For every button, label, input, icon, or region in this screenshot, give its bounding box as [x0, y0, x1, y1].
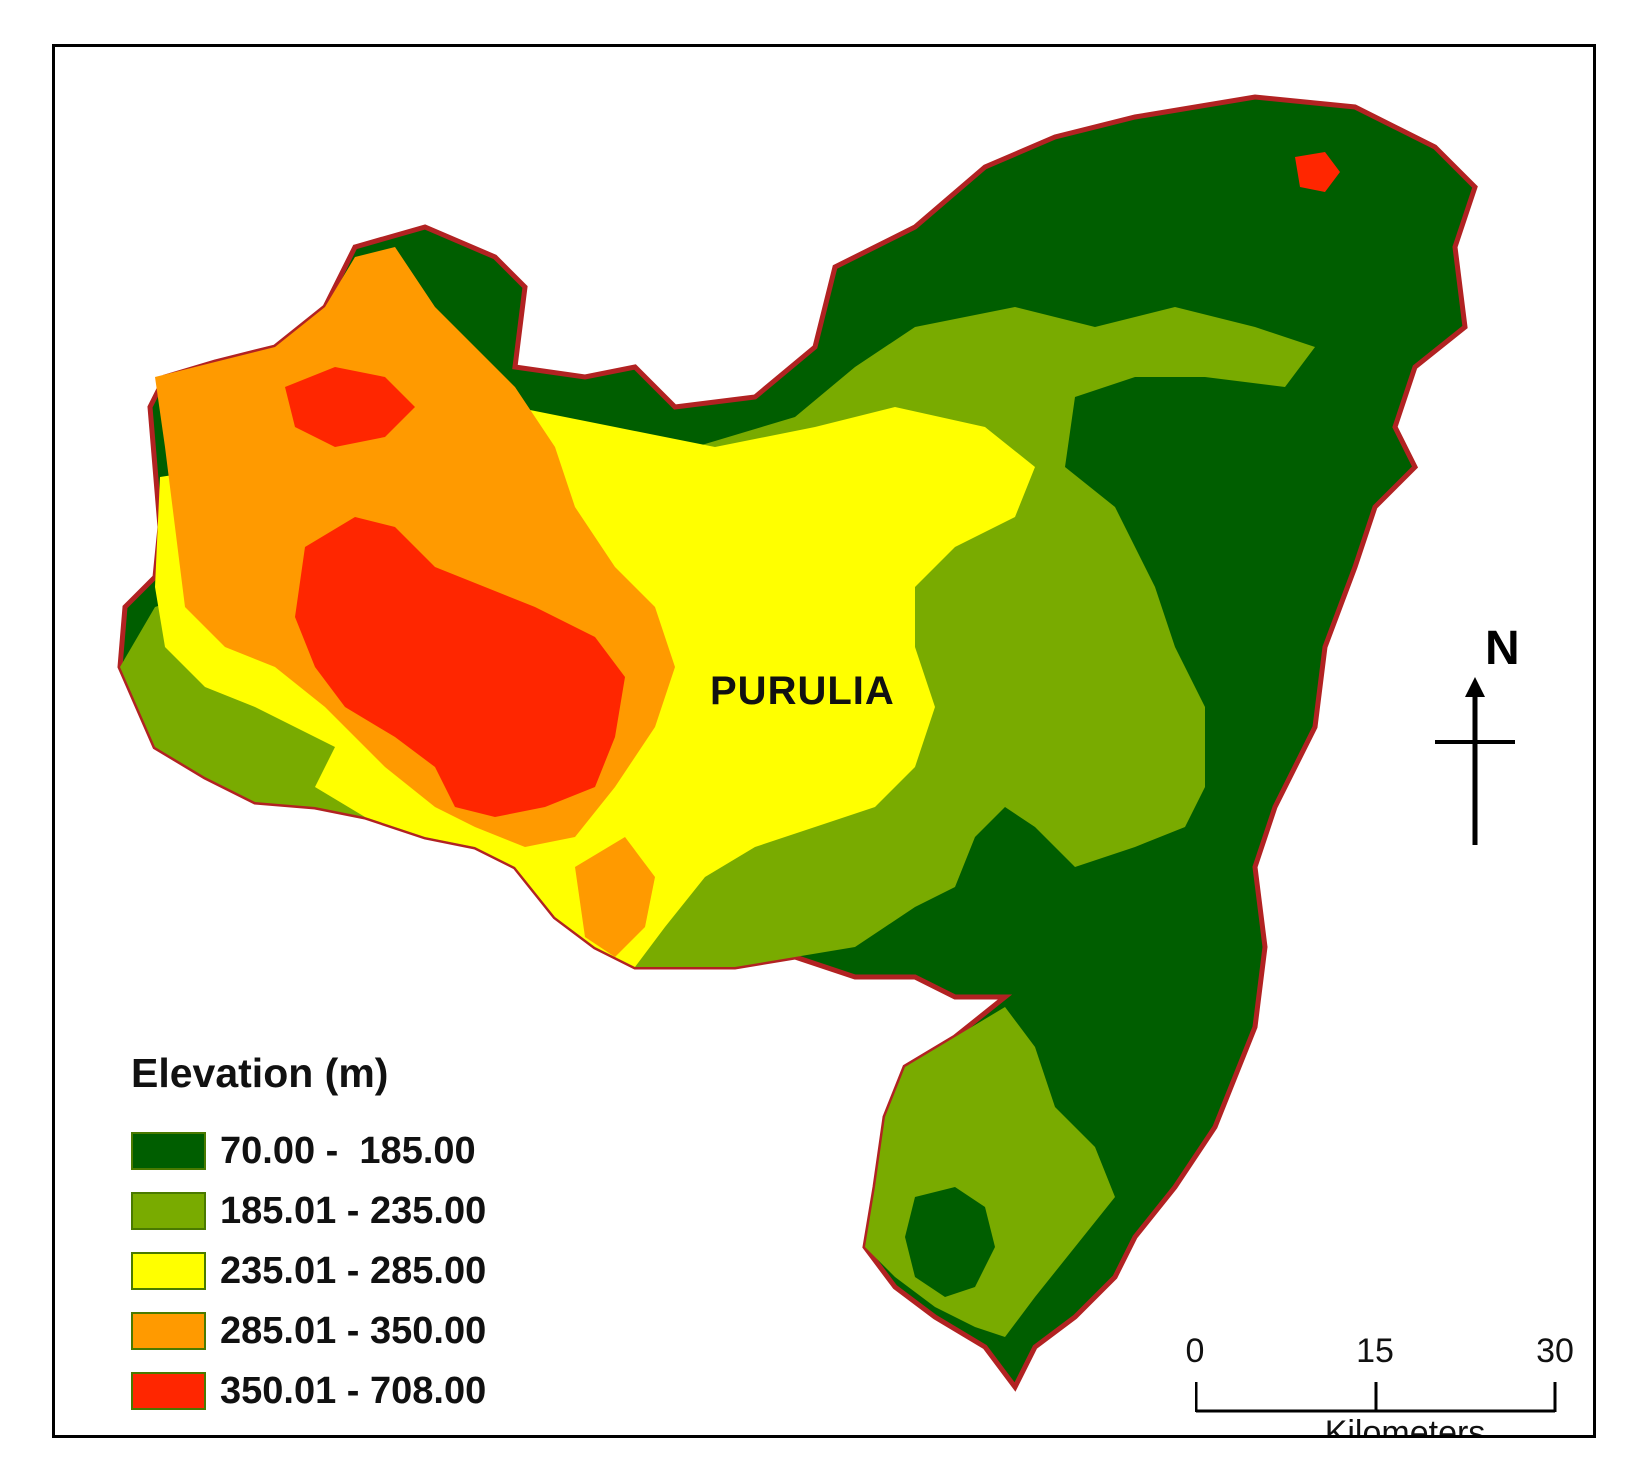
- legend-title: Elevation (m): [131, 1050, 389, 1096]
- legend-swatch: [131, 1252, 206, 1290]
- elevation-legend: Elevation (m) 70.00 - 185.00 185.01 - 23…: [131, 1050, 486, 1421]
- legend-swatch: [131, 1192, 206, 1230]
- scale-units-label: Kilometers: [1324, 1414, 1486, 1438]
- legend-item: 235.01 - 285.00: [131, 1241, 486, 1301]
- scale-bar: 0 15 30 Kilometers: [1186, 1332, 1593, 1438]
- legend-label: 285.01 - 350.00: [220, 1309, 487, 1352]
- north-arrow-icon: [1435, 677, 1515, 845]
- zone-350-708-patch: [1295, 152, 1340, 192]
- zone-south-orange: [575, 837, 655, 957]
- zone-south-lowland: [905, 1187, 995, 1297]
- legend-items: 70.00 - 185.00 185.01 - 235.00 235.01 - …: [131, 1121, 486, 1421]
- zone-350-708-north: [285, 367, 415, 447]
- legend-item: 350.01 - 708.00: [131, 1361, 486, 1421]
- legend-label: 70.00 - 185.00: [220, 1129, 476, 1172]
- legend-swatch: [131, 1132, 206, 1170]
- legend-label: 235.01 - 285.00: [220, 1249, 487, 1292]
- scale-bar-line: [1195, 1382, 1557, 1413]
- elevation-map: [117, 94, 1478, 1392]
- scale-tick-label: 15: [1356, 1332, 1394, 1370]
- legend-swatch: [131, 1372, 206, 1410]
- scale-tick-label: 0: [1185, 1332, 1205, 1370]
- legend-item: 285.01 - 350.00: [131, 1301, 486, 1361]
- scale-tick-label: 30: [1536, 1332, 1574, 1370]
- zone-350-708: [295, 517, 625, 817]
- north-arrow-label: N: [1485, 622, 1520, 675]
- legend-item: 70.00 - 185.00: [131, 1121, 486, 1181]
- district-label: PURULIA: [710, 669, 895, 713]
- legend-item: 185.01 - 235.00: [131, 1181, 486, 1241]
- legend-label: 185.01 - 235.00: [220, 1189, 487, 1232]
- legend-label: 350.01 - 708.00: [220, 1369, 487, 1412]
- legend-swatch: [131, 1312, 206, 1350]
- map-frame: PURULIA N Elevation (m) 70.00 - 185.00 1…: [52, 44, 1596, 1438]
